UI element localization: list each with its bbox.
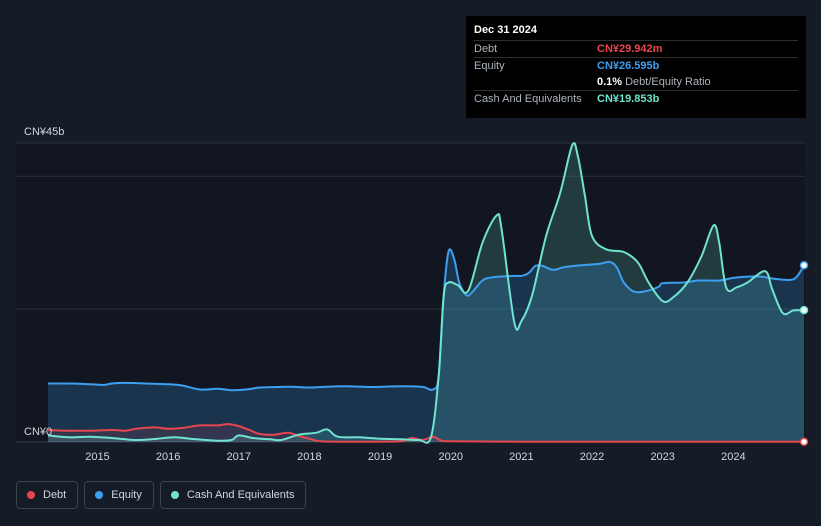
- x-tick-2020: 2020: [438, 451, 462, 463]
- legend-item-cash[interactable]: Cash And Equivalents: [159, 481, 307, 509]
- tooltip-value-ratio: 0.1%: [597, 76, 623, 88]
- end-marker-equity[interactable]: [799, 261, 809, 270]
- x-tick-2023: 2023: [650, 451, 674, 463]
- end-markers: [799, 261, 809, 447]
- legend-dot-debt: [27, 491, 35, 499]
- area-debt: [48, 424, 804, 442]
- x-tick-2017: 2017: [227, 451, 251, 463]
- plot-area: [16, 143, 805, 443]
- legend-item-equity[interactable]: Equity: [84, 481, 154, 509]
- tooltip-panel: Dec 31 2024 Debt CN¥29.942m Equity CN¥26…: [466, 16, 806, 118]
- legend-label-debt: Debt: [43, 489, 67, 501]
- x-tick-2024: 2024: [721, 451, 745, 463]
- tooltip-label-debt: Debt: [474, 43, 498, 55]
- x-axis-ticks: 2015 2016 2017 2018 2019 2020 2021 2022 2023 2024: [85, 451, 745, 463]
- tooltip-ratio-caption: Debt/Equity Ratio: [625, 76, 711, 88]
- legend-label-equity: Equity: [111, 489, 142, 501]
- x-tick-2018: 2018: [297, 451, 321, 463]
- series-areas: [48, 142, 804, 443]
- series-lines: [47, 141, 805, 444]
- x-tick-2016: 2016: [156, 451, 180, 463]
- legend: Debt Equity Cash And Equivalents: [16, 481, 307, 509]
- tooltip-row-debt: Debt CN¥29.942m: [474, 40, 798, 57]
- tooltip-label-equity: Equity: [474, 60, 505, 72]
- end-marker-cash-and-equivalents[interactable]: [799, 305, 809, 315]
- line-debt: [47, 423, 805, 443]
- line-equity: [47, 248, 805, 392]
- line-cash-and-equivalents: [47, 141, 805, 444]
- x-tick-2015: 2015: [85, 451, 109, 463]
- legend-dot-equity: [95, 491, 104, 499]
- tooltip-row-equity: Equity CN¥26.595b: [474, 57, 798, 74]
- end-marker-debt[interactable]: [799, 437, 809, 447]
- legend-item-debt[interactable]: Debt: [16, 481, 79, 509]
- tooltip-value-cash: CN¥19.853b: [597, 93, 660, 105]
- area-equity: [48, 249, 804, 442]
- tooltip-row-cash: Cash And Equivalents CN¥19.853b: [474, 90, 798, 107]
- y-axis-zero-label: CN¥0: [24, 426, 52, 438]
- x-tick-2019: 2019: [368, 451, 392, 463]
- x-tick-2022: 2022: [580, 451, 604, 463]
- tooltip-label-cash: Cash And Equivalents: [474, 93, 582, 105]
- tooltip-value-debt: CN¥29.942m: [597, 43, 663, 55]
- x-tick-2021: 2021: [509, 451, 533, 463]
- y-axis-top-label: CN¥45b: [24, 126, 64, 138]
- tooltip-row-ratio: 0.1% Debt/Equity Ratio: [474, 74, 798, 90]
- legend-dot-cash: [170, 491, 179, 499]
- tooltip-value-equity: CN¥26.595b: [597, 60, 660, 72]
- legend-label-cash: Cash And Equivalents: [186, 489, 295, 501]
- tooltip-date: Dec 31 2024: [474, 24, 537, 36]
- area-cash-and-equivalents: [48, 142, 804, 443]
